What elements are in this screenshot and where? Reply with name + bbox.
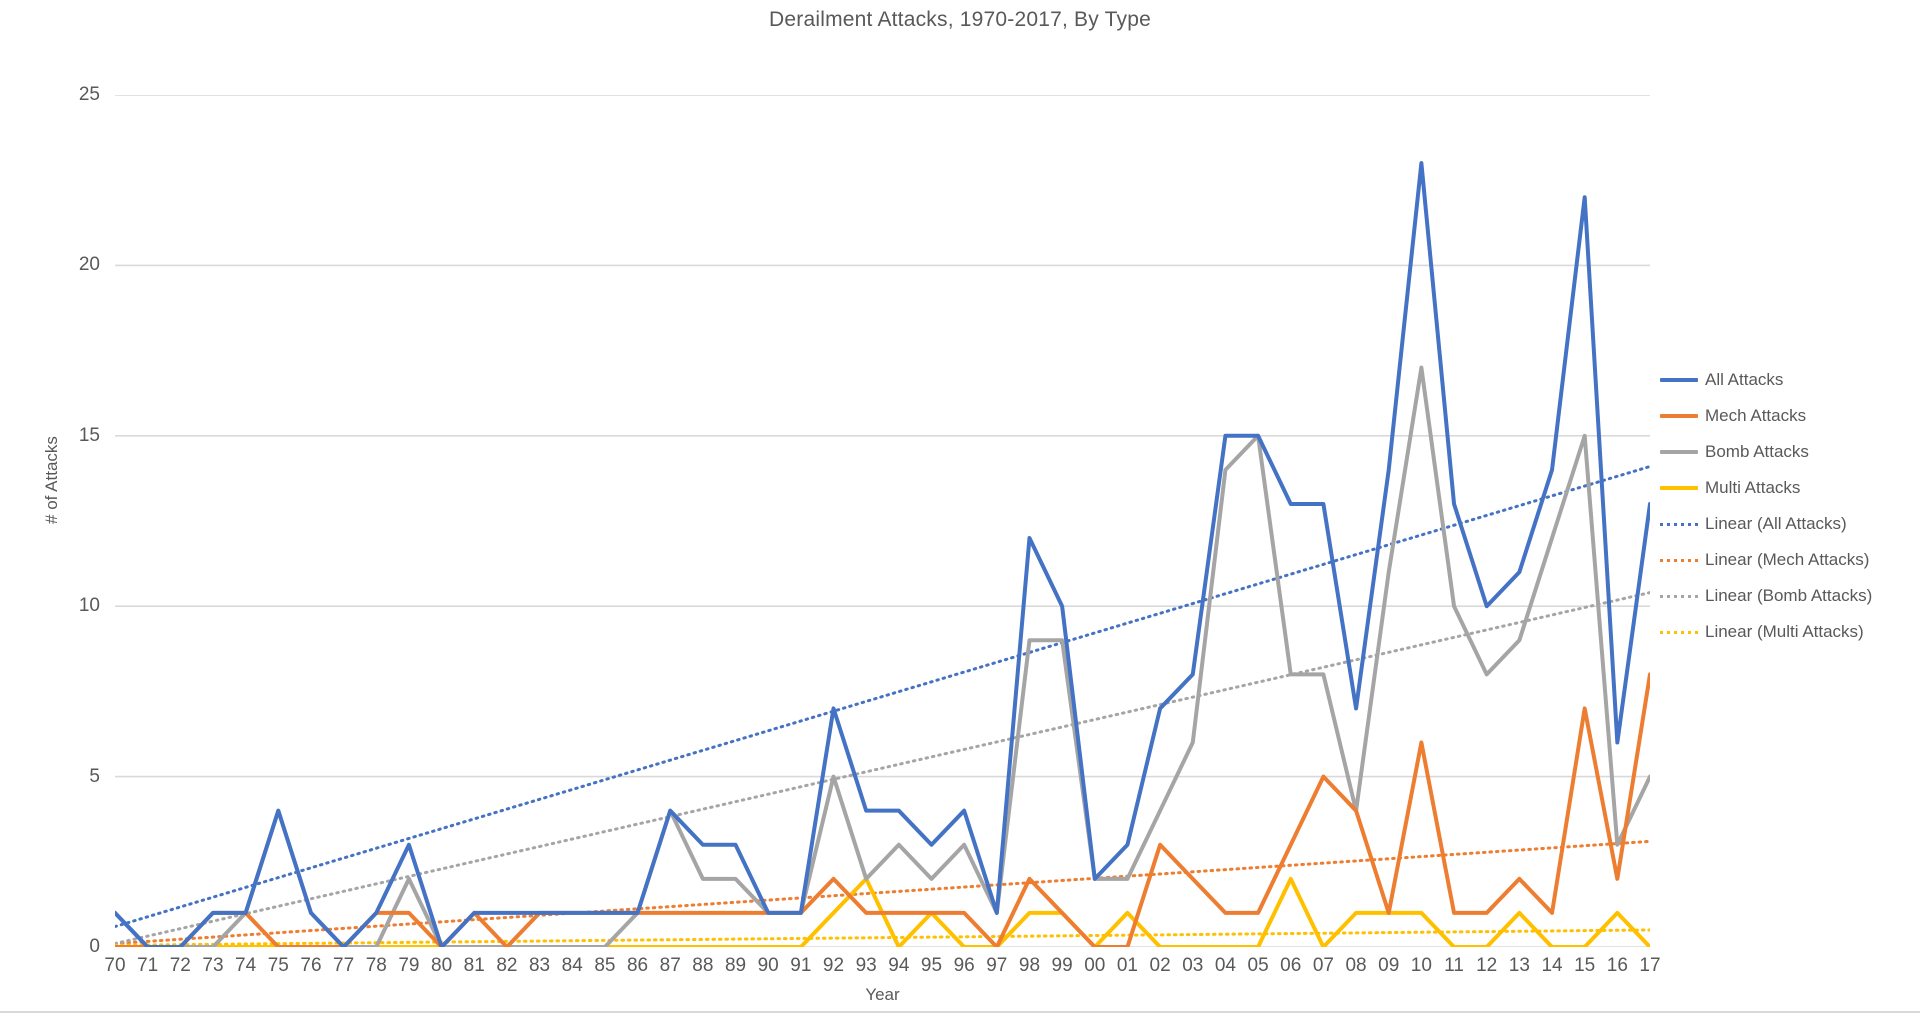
x-tick-label: 96 (953, 955, 975, 976)
legend-swatch-icon (1660, 445, 1698, 459)
x-tick-label: 05 (1247, 955, 1269, 976)
x-tick-label: 72 (169, 955, 191, 976)
series-line (115, 163, 1650, 947)
x-tick-label: 87 (659, 955, 681, 976)
trendline (115, 593, 1650, 944)
x-tick-label: 97 (986, 955, 1008, 976)
x-tick-label: 86 (626, 955, 649, 976)
x-tick-label: 73 (202, 955, 224, 976)
legend-swatch-icon (1660, 589, 1698, 603)
legend-swatch-icon (1660, 517, 1698, 531)
x-tick-label: 13 (1508, 955, 1530, 976)
x-tick-label: 07 (1312, 955, 1334, 976)
y-tick-label: 20 (78, 254, 100, 276)
x-tick-label: 15 (1574, 955, 1596, 976)
legend-label: Bomb Attacks (1705, 442, 1809, 461)
legend-label: Linear (Bomb Attacks) (1705, 586, 1873, 605)
x-tick-label: 89 (724, 955, 747, 976)
legend-label: Linear (Mech Attacks) (1705, 550, 1870, 569)
x-tick-label: 94 (888, 955, 910, 976)
legend-swatch-icon (1660, 553, 1698, 567)
legend-item[interactable]: Bomb Attacks (1660, 434, 1910, 470)
x-tick-label: 92 (822, 955, 845, 976)
legend-swatch-icon (1660, 625, 1698, 639)
trendline (115, 841, 1650, 943)
legend-label: Multi Attacks (1705, 478, 1801, 497)
x-tick-label: 10 (1410, 955, 1432, 976)
legend-label: Mech Attacks (1705, 406, 1807, 425)
legend-item[interactable]: Linear (All Attacks) (1660, 506, 1910, 542)
x-tick-label: 88 (692, 955, 714, 976)
x-tick-label: 93 (855, 955, 877, 976)
legend-item[interactable]: Mech Attacks (1660, 398, 1910, 434)
x-tick-label: 82 (496, 955, 518, 976)
y-axis-tick-labels: 0 5 10 15 20 25 (20, 84, 100, 957)
legend-item[interactable]: Linear (Bomb Attacks) (1660, 578, 1910, 614)
y-tick-label: 10 (78, 595, 100, 617)
legend-item[interactable]: Linear (Multi Attacks) (1660, 614, 1910, 650)
x-tick-label: 99 (1051, 955, 1073, 976)
x-tick-label: 74 (235, 955, 257, 976)
legend-item[interactable]: All Attacks (1660, 362, 1910, 398)
x-tick-label: 16 (1606, 955, 1628, 976)
chart-title: Derailment Attacks, 1970-2017, By Type (769, 8, 1151, 31)
x-tick-label: 91 (790, 955, 812, 976)
plot-svg (115, 95, 1650, 947)
x-tick-label: 02 (1149, 955, 1171, 976)
x-tick-label: 17 (1639, 955, 1661, 976)
x-tick-label: 85 (594, 955, 616, 976)
x-tick-label: 11 (1444, 955, 1464, 976)
x-tick-label: 71 (137, 955, 159, 976)
x-tick-label: 01 (1116, 955, 1138, 976)
series-line (115, 368, 1650, 947)
y-tick-label: 5 (89, 765, 100, 787)
y-tick-label: 15 (78, 424, 100, 446)
plot-area (115, 95, 1650, 947)
x-tick-label: 03 (1182, 955, 1204, 976)
trendline (115, 930, 1650, 945)
y-tick-label: 0 (89, 936, 100, 957)
x-tick-label: 79 (398, 955, 420, 976)
x-tick-label: 80 (431, 955, 453, 976)
legend-label: All Attacks (1705, 370, 1784, 389)
x-tick-label: 84 (561, 955, 583, 976)
x-tick-label: 98 (1018, 955, 1041, 976)
x-tick-label: 09 (1378, 955, 1400, 976)
legend-swatch-icon (1660, 409, 1698, 423)
legend-item[interactable]: Multi Attacks (1660, 470, 1910, 506)
chart-legend: All Attacks Mech Attacks Bomb Attacks Multi… (1660, 362, 1910, 650)
x-tick-label: 75 (267, 955, 289, 976)
y-axis-title: # of Attacks (42, 436, 61, 524)
x-axis-tick-labels: 70 71 72 73 74 75 76 77 78 79 80 81 82 83 84 85 86 87 88 89… (104, 955, 1660, 985)
x-tick-label: 78 (365, 955, 387, 976)
y-tick-label: 25 (78, 84, 100, 105)
x-tick-label: 70 (104, 955, 126, 976)
x-tick-label: 90 (757, 955, 779, 976)
x-tick-label: 76 (300, 955, 322, 976)
x-tick-label: 00 (1084, 955, 1106, 976)
legend-swatch-icon (1660, 481, 1698, 495)
legend-label: Linear (All Attacks) (1705, 514, 1847, 533)
x-tick-label: 12 (1476, 955, 1498, 976)
x-tick-label: 77 (333, 955, 355, 976)
x-tick-label: 06 (1280, 955, 1302, 976)
legend-item[interactable]: Linear (Mech Attacks) (1660, 542, 1910, 578)
legend-swatch-icon (1660, 373, 1698, 387)
x-tick-label: 83 (528, 955, 551, 976)
x-tick-label: 14 (1541, 955, 1563, 976)
x-axis-title: Year (865, 985, 900, 1004)
x-tick-label: 81 (463, 955, 485, 976)
x-tick-label: 08 (1345, 955, 1367, 976)
x-tick-label: 95 (920, 955, 943, 976)
legend-label: Linear (Multi Attacks) (1705, 622, 1864, 641)
x-tick-label: 04 (1214, 955, 1236, 976)
